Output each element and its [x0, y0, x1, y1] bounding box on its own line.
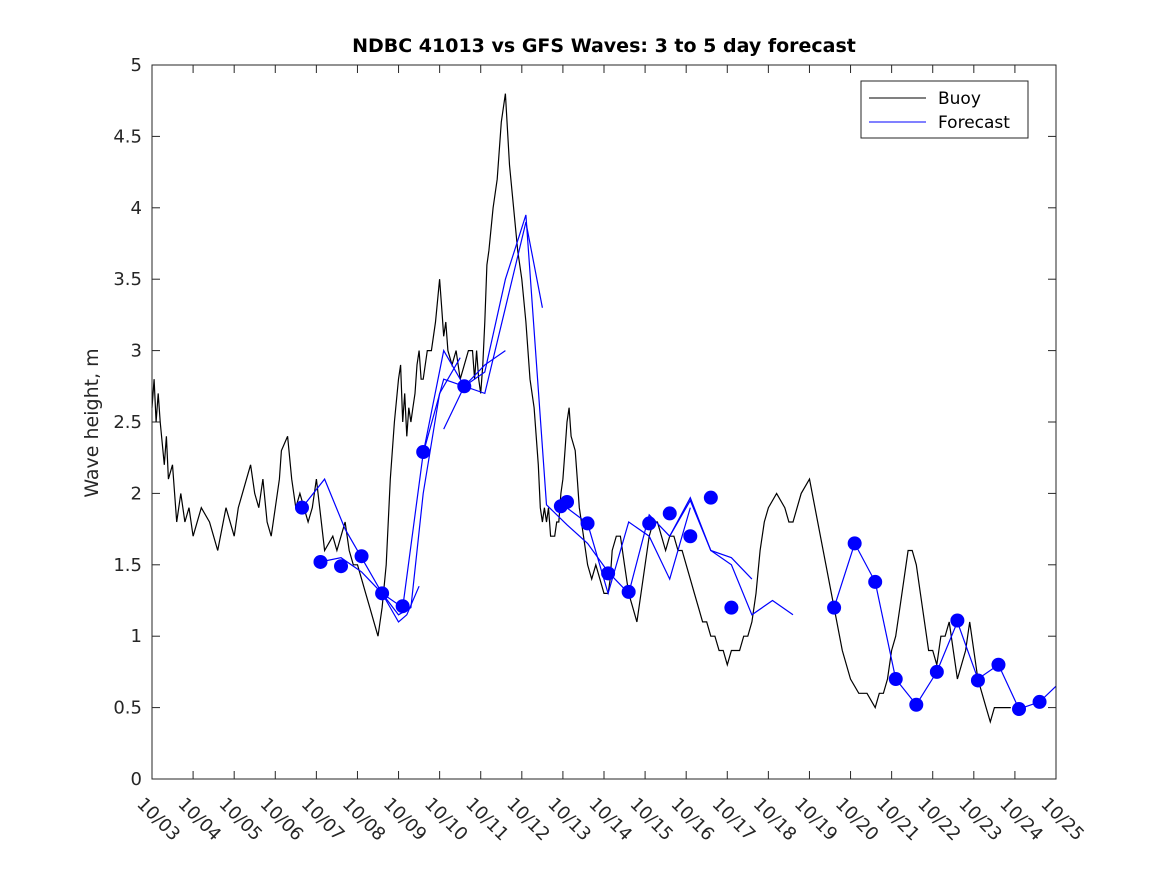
x-tick-label: 10/25 — [1036, 794, 1088, 846]
x-tick-label: 10/14 — [584, 794, 636, 846]
forecast-point — [970, 673, 985, 688]
x-tick-label: 10/08 — [338, 794, 390, 846]
x-tick-label: 10/06 — [256, 794, 308, 846]
x-tick-label: 10/10 — [420, 794, 472, 846]
forecast-point — [909, 697, 924, 712]
chart-title: NDBC 41013 vs GFS Waves: 3 to 5 day fore… — [352, 35, 856, 57]
plot-area — [152, 65, 1056, 779]
forecast-point — [1032, 694, 1047, 709]
x-tick-label: 10/24 — [995, 794, 1047, 846]
x-tick-label: 10/15 — [626, 794, 678, 846]
x-tick-label: 10/18 — [749, 794, 801, 846]
forecast-point — [416, 444, 431, 459]
y-tick-label: 2 — [131, 483, 142, 504]
legend-box — [860, 80, 1029, 139]
x-tick-label: 10/19 — [790, 794, 842, 846]
forecast-run-line-7 — [669, 496, 794, 616]
x-tick-label: 10/22 — [913, 794, 965, 846]
y-tick-label: 1 — [131, 626, 142, 647]
forecast-point — [1012, 702, 1027, 717]
x-tick-label: 10/23 — [954, 794, 1006, 846]
x-tick-label: 10/16 — [667, 794, 719, 846]
forecast-point — [703, 490, 718, 505]
forecast-point — [294, 500, 309, 515]
forecast-point — [868, 574, 883, 589]
y-axis: 0 0.5 1 1.5 2 2.5 3 3.5 4 4.5 5 — [113, 55, 1056, 790]
forecast-point — [375, 586, 390, 601]
y-axis-label: Wave height, m — [81, 348, 103, 497]
forecast-point — [354, 549, 369, 564]
legend: Buoy Forecast — [860, 80, 1029, 139]
forecast-point — [580, 516, 595, 531]
forecast-point — [827, 600, 842, 615]
y-tick-label: 2.5 — [113, 412, 142, 433]
forecast-run-line-6 — [607, 499, 753, 595]
forecast-run-line-0 — [301, 477, 420, 623]
forecast-point — [313, 554, 328, 569]
forecast-point — [950, 613, 965, 628]
forecast-point — [560, 494, 575, 509]
y-tick-label: 0 — [131, 769, 142, 790]
x-tick-label: 10/12 — [502, 794, 554, 846]
forecast-point — [724, 600, 739, 615]
forecast-point — [395, 599, 410, 614]
forecast-point — [642, 516, 657, 531]
forecast-point — [991, 657, 1006, 672]
y-tick-label: 3.5 — [113, 269, 142, 290]
x-tick-label: 10/21 — [872, 794, 924, 846]
legend-buoy-label: Buoy — [938, 89, 981, 109]
forecast-point — [929, 664, 944, 679]
x-tick-label: 10/07 — [297, 794, 349, 846]
y-tick-label: 0.5 — [113, 698, 142, 719]
y-tick-label: 5 — [131, 55, 142, 76]
x-tick-label: 10/13 — [543, 794, 595, 846]
forecast-point — [662, 506, 677, 521]
x-tick-label: 10/04 — [174, 794, 226, 846]
forecast-run-line-4 — [443, 214, 609, 573]
forecast-point — [334, 559, 349, 574]
x-tick-label: 10/05 — [215, 794, 267, 846]
y-tick-label: 4 — [131, 198, 142, 219]
x-tick-label: 10/03 — [132, 794, 184, 846]
legend-forecast-label: Forecast — [938, 113, 1010, 133]
forecast-point — [888, 672, 903, 687]
forecast-point — [621, 584, 636, 599]
forecast-point — [847, 536, 862, 551]
y-tick-label: 3 — [131, 341, 142, 362]
forecast-point — [601, 566, 616, 581]
x-tick-label: 10/17 — [708, 794, 760, 846]
forecast-point — [683, 529, 698, 544]
axes-box — [151, 64, 1057, 780]
x-tick-label: 10/11 — [461, 794, 513, 846]
forecast-point — [457, 379, 472, 394]
y-tick-label: 4.5 — [113, 126, 142, 147]
forecast-run-line-1 — [320, 357, 461, 616]
series-layer — [151, 93, 1057, 725]
x-tick-label: 10/20 — [831, 794, 883, 846]
y-tick-label: 1.5 — [113, 555, 142, 576]
x-tick-label: 10/09 — [379, 794, 431, 846]
